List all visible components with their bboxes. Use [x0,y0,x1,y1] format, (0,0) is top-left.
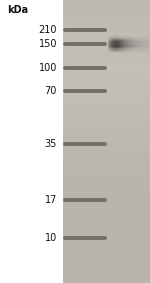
Text: 70: 70 [45,85,57,96]
Text: kDa: kDa [8,5,29,15]
Bar [63,0,150,283]
Text: 210: 210 [39,25,57,35]
Text: 17: 17 [45,194,57,205]
Text: 100: 100 [39,63,57,73]
Text: 10: 10 [45,233,57,243]
Text: 150: 150 [39,39,57,49]
Text: 35: 35 [45,139,57,149]
